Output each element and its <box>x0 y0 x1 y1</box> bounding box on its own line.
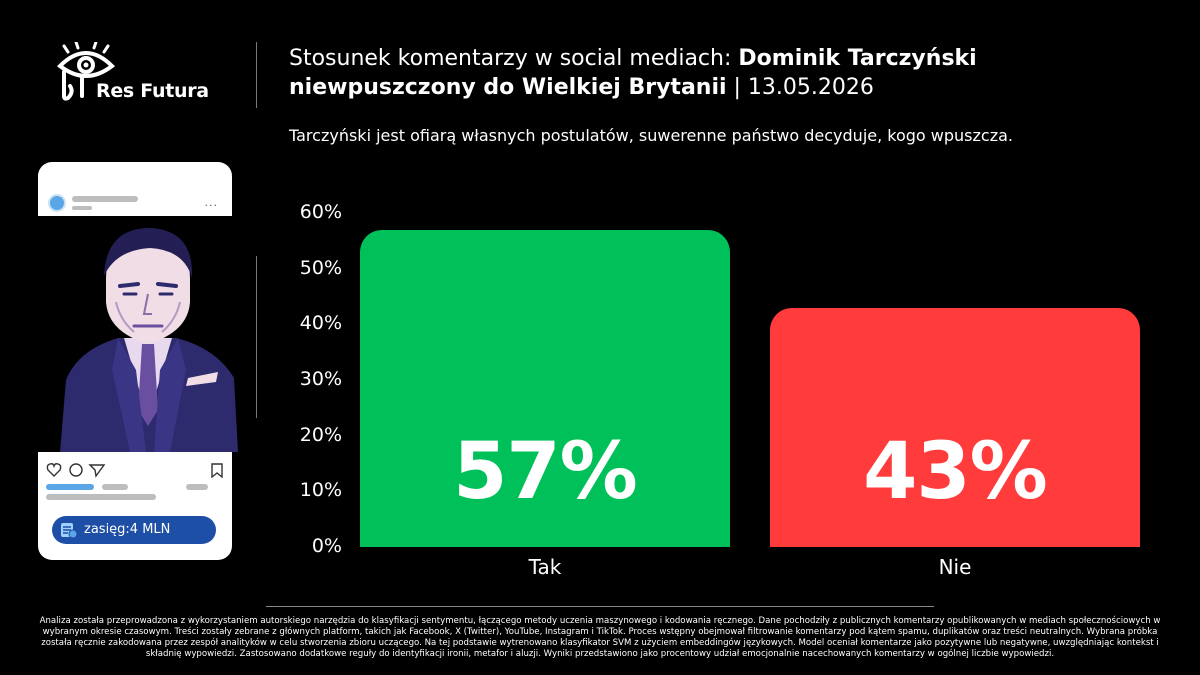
chart-title: Stosunek komentarzy w social mediach: Do… <box>289 44 1169 102</box>
post-avatar <box>48 194 66 212</box>
bar-chart: 0% 10% 20% 30% 40% 50% 60% 57% Tak 43% Nie <box>280 195 1180 595</box>
side-divider <box>256 256 257 418</box>
reach-icon <box>61 523 78 539</box>
y-tick-label: 50% <box>299 256 342 279</box>
footnote-divider <box>266 606 934 607</box>
title-regular: Stosunek komentarzy w social mediach: <box>289 46 739 71</box>
portrait-illustration <box>60 228 238 452</box>
reach-label: zasięg:4 MLN <box>84 522 171 537</box>
brand-logo: Res Futura <box>56 42 226 104</box>
social-post-card: ... zasięg: <box>38 162 238 560</box>
post-actions <box>46 463 223 478</box>
post-footer: zasięg:4 MLN <box>38 452 232 560</box>
title-bold: Dominik Tarczyński niewpuszczony do Wiel… <box>289 46 977 100</box>
y-tick-label: 40% <box>299 312 342 335</box>
y-tick-label: 0% <box>311 535 342 557</box>
category-label: Tak <box>528 555 562 579</box>
post-header: ... <box>38 162 232 216</box>
y-tick-label: 20% <box>299 423 342 446</box>
reach-badge: zasięg:4 MLN <box>52 516 216 544</box>
bar-nie <box>770 307 1140 547</box>
eye-logo-icon <box>56 42 116 101</box>
y-tick-label: 30% <box>299 368 342 390</box>
bar-tak <box>360 229 730 547</box>
chart-subtitle: Tarczyński jest ofiarą własnych postulat… <box>289 126 1013 145</box>
post-text-placeholder <box>186 484 208 490</box>
y-tick-label: 60% <box>299 201 342 223</box>
header-divider <box>256 42 257 108</box>
category-label: Nie <box>938 555 972 579</box>
bar-value-label: 57% <box>453 427 638 517</box>
post-meta-placeholder <box>72 206 92 210</box>
more-options-icon: ... <box>204 196 218 209</box>
post-author-placeholder <box>72 196 138 202</box>
y-tick-label: 10% <box>299 479 342 502</box>
post-text-placeholder <box>102 484 128 490</box>
brand-name: Res Futura <box>96 80 209 102</box>
post-text-placeholder <box>46 494 156 500</box>
bar-value-label: 43% <box>863 427 1048 517</box>
methodology-footnote: Analiza została przeprowadzona z wykorzy… <box>39 616 1161 659</box>
title-date: | 13.05.2026 <box>726 75 874 100</box>
post-likes-placeholder <box>46 484 94 490</box>
